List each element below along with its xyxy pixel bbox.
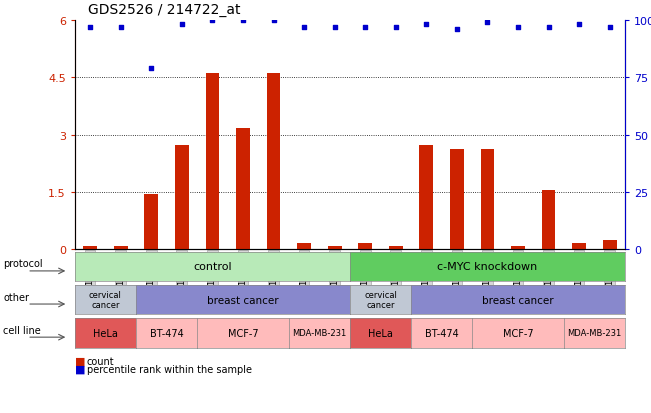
Text: MCF-7: MCF-7 [228, 328, 258, 338]
Text: BT-474: BT-474 [424, 328, 458, 338]
Text: protocol: protocol [3, 259, 43, 269]
Bar [358, 244, 372, 250]
Point [513, 24, 523, 31]
Text: cell line: cell line [3, 325, 41, 335]
Text: GDS2526 / 214722_at: GDS2526 / 214722_at [88, 2, 240, 17]
Point [85, 24, 95, 31]
Text: breast cancer: breast cancer [482, 295, 554, 305]
Point [238, 17, 248, 24]
Point [176, 22, 187, 28]
Bar [572, 244, 586, 250]
Bar [603, 240, 616, 250]
Point [574, 22, 585, 28]
Point [360, 24, 370, 31]
Text: MDA-MB-231: MDA-MB-231 [292, 328, 346, 337]
Point [391, 24, 401, 31]
Text: breast cancer: breast cancer [207, 295, 279, 305]
Bar [267, 74, 281, 250]
Point [605, 24, 615, 31]
Text: MCF-7: MCF-7 [503, 328, 533, 338]
Bar [542, 191, 555, 250]
Text: cervical
cancer: cervical cancer [89, 290, 122, 309]
Text: other: other [3, 292, 29, 302]
Text: percentile rank within the sample: percentile rank within the sample [87, 364, 251, 374]
Point [115, 24, 126, 31]
Point [146, 66, 156, 72]
Bar [145, 195, 158, 250]
Text: c-MYC knockdown: c-MYC knockdown [437, 262, 538, 272]
Bar [236, 128, 250, 250]
Bar [389, 246, 402, 250]
Point [329, 24, 340, 31]
Text: ■: ■ [75, 356, 85, 366]
Text: count: count [87, 356, 114, 366]
Text: MDA-MB-231: MDA-MB-231 [567, 328, 622, 337]
Point [207, 17, 217, 24]
Text: ■: ■ [75, 364, 85, 374]
Bar [298, 244, 311, 250]
Point [421, 22, 432, 28]
Point [299, 24, 309, 31]
Point [544, 24, 554, 31]
Bar [419, 146, 433, 250]
Text: BT-474: BT-474 [150, 328, 184, 338]
Bar [175, 146, 189, 250]
Bar [327, 246, 342, 250]
Bar [450, 150, 464, 250]
Bar [511, 246, 525, 250]
Point [268, 17, 279, 24]
Point [452, 26, 462, 33]
Bar [480, 150, 494, 250]
Bar [83, 246, 97, 250]
Text: HeLa: HeLa [93, 328, 118, 338]
Text: cervical
cancer: cervical cancer [364, 290, 397, 309]
Text: HeLa: HeLa [368, 328, 393, 338]
Bar [206, 74, 219, 250]
Point [482, 20, 493, 26]
Bar [114, 246, 128, 250]
Text: control: control [193, 262, 232, 272]
